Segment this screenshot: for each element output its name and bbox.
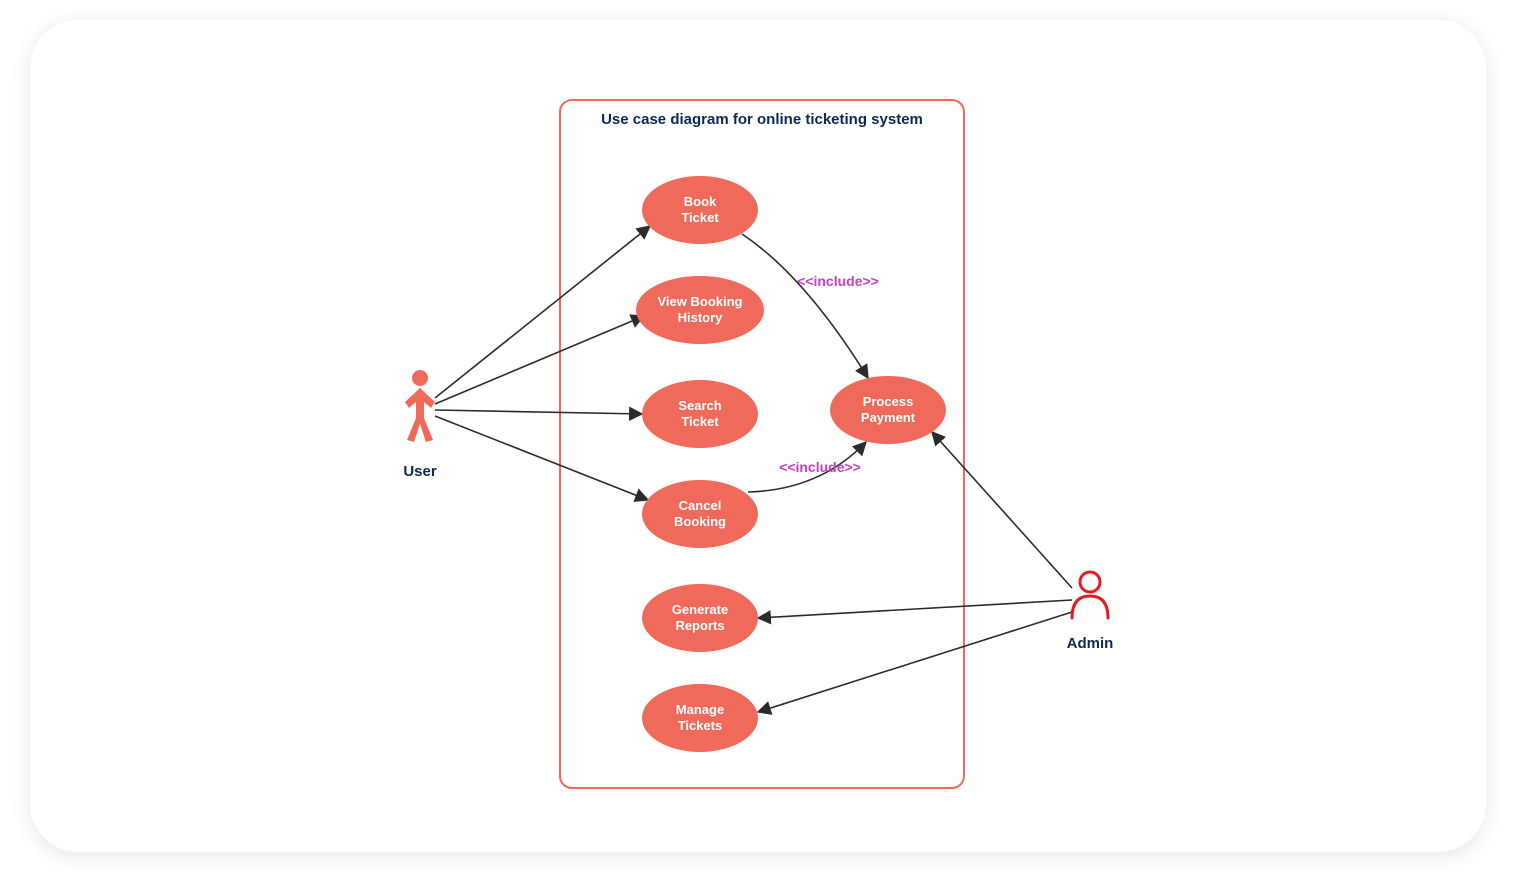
edge-u-history <box>435 316 644 404</box>
actor-admin <box>1072 572 1108 618</box>
usecase-label-search-2: Ticket <box>681 414 719 429</box>
usecase-label-reports-1: Generate <box>672 602 728 617</box>
usecase-label-manage-2: Tickets <box>678 718 723 733</box>
edge-label-cancel-process: <<include>> <box>779 459 861 475</box>
actor-user <box>405 370 435 442</box>
usecase-label-history-1: View Booking <box>658 294 743 309</box>
edge-a-manage <box>758 612 1072 712</box>
diagram-card: Use case diagram for online ticketing sy… <box>30 20 1486 852</box>
usecase-label-process-1: Process <box>863 394 914 409</box>
usecase-label-cancel-1: Cancel <box>679 498 722 513</box>
edge-u-cancel <box>435 416 648 500</box>
usecase-label-manage-1: Manage <box>676 702 724 717</box>
edge-u-search <box>435 410 642 414</box>
edge-a-reports <box>758 600 1072 618</box>
usecase-label-history-2: History <box>678 310 724 325</box>
usecase-label-reports-2: Reports <box>675 618 724 633</box>
usecase-label-book-1: Book <box>684 194 717 209</box>
usecase-label-cancel-2: Booking <box>674 514 726 529</box>
usecase-label-process-2: Payment <box>861 410 916 425</box>
actor-label-admin: Admin <box>1067 635 1114 652</box>
edge-label-book-process: <<include>> <box>797 273 879 289</box>
edge-a-process <box>932 432 1072 588</box>
usecase-label-search-1: Search <box>678 398 721 413</box>
system-boundary <box>560 100 964 788</box>
actor-label-user: User <box>403 463 437 480</box>
usecase-label-book-2: Ticket <box>681 210 719 225</box>
diagram-svg: Use case diagram for online ticketing sy… <box>30 20 1486 852</box>
system-title: Use case diagram for online ticketing sy… <box>601 111 923 128</box>
edge-u-book <box>435 226 650 398</box>
